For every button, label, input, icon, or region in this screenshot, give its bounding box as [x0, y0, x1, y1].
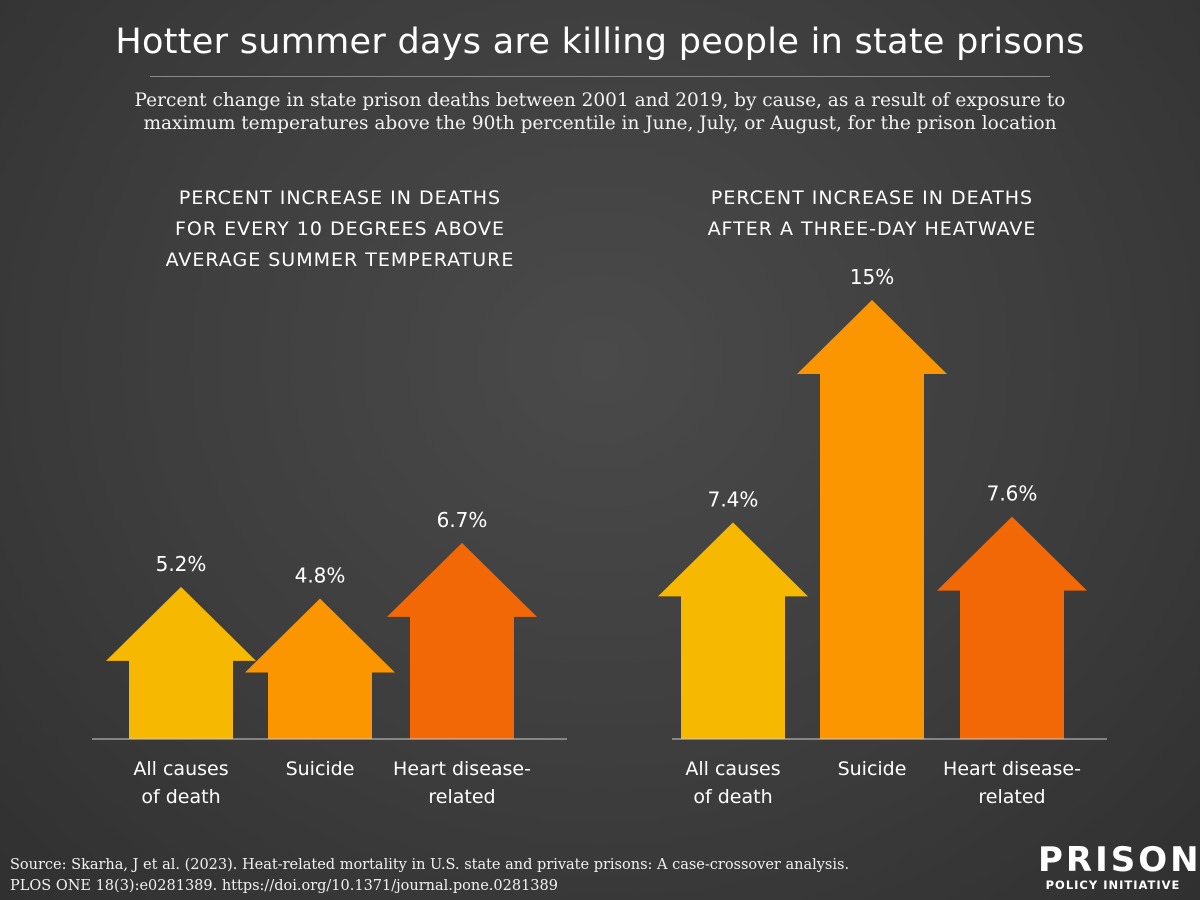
right-category-label-all-causes: All causes [685, 758, 780, 780]
right-bar-all-causes [658, 522, 808, 739]
panel-title-line: AFTER A THREE-DAY HEATWAVE [707, 218, 1037, 240]
chart-title: Hotter summer days are killing people in… [115, 22, 1085, 62]
right-data-label-suicide: 15% [850, 265, 894, 289]
right-data-label-all-causes: 7.4% [708, 487, 759, 511]
right-bar-heart-disease [937, 516, 1087, 739]
title-divider [150, 76, 1050, 77]
panel-title-line: FOR EVERY 10 DEGREES ABOVE [175, 218, 505, 240]
logo-line-policy-initiative: POLICY INITIATIVE [1045, 878, 1181, 892]
left-bar-suicide [245, 598, 395, 739]
left-category-label-heart-disease: Heart disease- [393, 758, 531, 780]
left-bar-all-causes [106, 586, 256, 739]
left-bar-heart-disease [387, 542, 537, 739]
subtitle-line: maximum temperatures above the 90th perc… [143, 113, 1057, 134]
right-category-label-heart-disease: Heart disease- [943, 758, 1081, 780]
panel-title-line: PERCENT INCREASE IN DEATHS [178, 187, 502, 209]
logo-line-prison: PRISON [1038, 840, 1200, 880]
left-category-label-suicide: Suicide [286, 758, 355, 780]
left-data-label-heart-disease: 6.7% [437, 508, 488, 532]
right-bar-suicide [797, 300, 947, 739]
panel-title-line: AVERAGE SUMMER TEMPERATURE [165, 249, 515, 271]
panel-title-line: PERCENT INCREASE IN DEATHS [710, 187, 1034, 209]
right-category-label-all-causes: of death [693, 786, 772, 808]
left-category-label-heart-disease: related [428, 786, 495, 808]
prison-policy-initiative-logo: PRISON POLICY INITIATIVE [1038, 840, 1200, 892]
left-data-label-all-causes: 5.2% [156, 552, 207, 576]
left-data-label-suicide: 4.8% [295, 564, 346, 588]
left-panel-title: PERCENT INCREASE IN DEATHS FOR EVERY 10 … [90, 183, 590, 276]
right-panel-title: PERCENT INCREASE IN DEATHS AFTER A THREE… [622, 183, 1122, 245]
chart-subtitle: Percent change in state prison deaths be… [120, 89, 1080, 135]
right-data-label-heart-disease: 7.6% [987, 482, 1038, 506]
source-note: Source: Skarha, J et al. (2023). Heat-re… [10, 855, 849, 897]
left-category-label-all-causes: of death [141, 786, 220, 808]
right-category-label-heart-disease: related [978, 786, 1045, 808]
right-category-label-suicide: Suicide [838, 758, 907, 780]
subtitle-line: Percent change in state prison deaths be… [134, 90, 1066, 111]
source-line: Source: Skarha, J et al. (2023). Heat-re… [10, 857, 850, 873]
left-category-label-all-causes: All causes [133, 758, 228, 780]
source-line: PLOS ONE 18(3):e0281389. https://doi.org… [10, 878, 558, 894]
